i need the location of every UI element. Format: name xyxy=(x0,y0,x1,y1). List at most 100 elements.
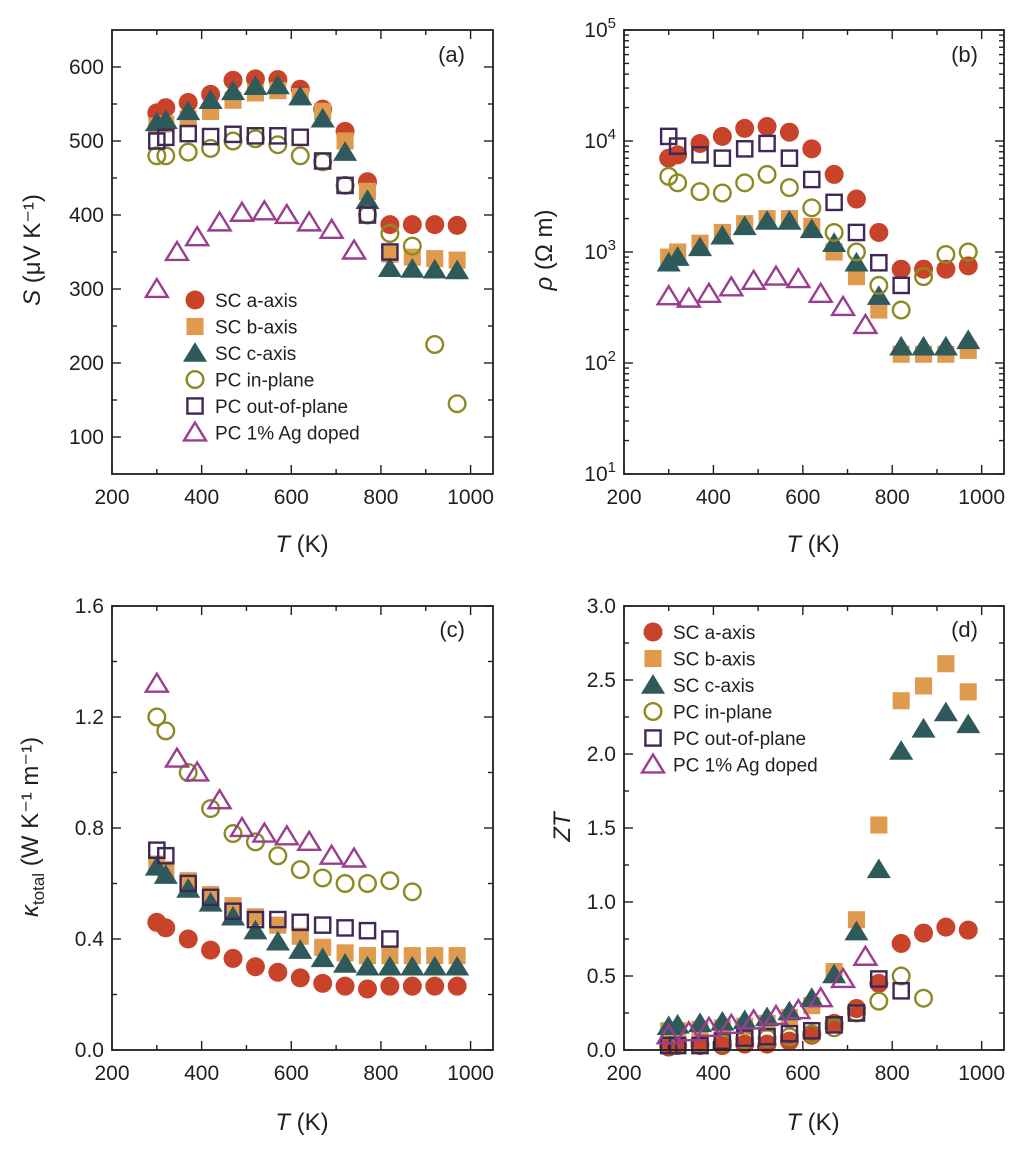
panel-c-point xyxy=(422,955,447,976)
panel-a-point xyxy=(445,259,470,280)
panel-c-point xyxy=(358,947,377,965)
panel-b-point xyxy=(936,259,956,279)
panel-b-point xyxy=(956,329,981,350)
panel-a-point xyxy=(296,210,323,232)
panel-b-point xyxy=(691,146,709,164)
panel-c-point xyxy=(291,913,310,932)
panel-c-point xyxy=(243,919,268,940)
panel-c-point xyxy=(156,918,176,938)
panel-a-legend-marker xyxy=(185,370,205,390)
panel-b-point xyxy=(889,335,914,356)
panel-c-point xyxy=(201,940,221,960)
panel-a-ytick-label: 500 xyxy=(69,130,104,153)
panel-d-point xyxy=(933,701,958,722)
panel-a-point xyxy=(357,205,377,225)
panel-c-xtick-label: 400 xyxy=(184,1062,219,1085)
panel-d-point xyxy=(846,999,866,1019)
panel-c-point xyxy=(224,897,242,915)
panel-d-point xyxy=(825,1016,843,1034)
panel-c-point xyxy=(228,815,256,838)
panel-b-point xyxy=(891,259,911,279)
panel-c-point xyxy=(156,721,176,741)
panel-d-ylabel: ZT xyxy=(549,810,576,843)
panel-d-legend-marker xyxy=(640,674,666,694)
panel-c-point xyxy=(381,930,399,948)
panel-c-point xyxy=(426,947,444,965)
panel-a-point xyxy=(422,258,447,279)
panel-d-legend-marker xyxy=(644,729,662,747)
panel-c-point xyxy=(377,955,402,976)
panel-a-point xyxy=(290,146,310,166)
panel-c-point xyxy=(221,905,246,926)
panel-b-point xyxy=(757,164,777,184)
panel-a-xtick-label: 200 xyxy=(94,486,129,509)
panel-b-xtick-label: 1000 xyxy=(958,486,1005,509)
panel-d-ytick-label: 3.0 xyxy=(587,595,616,618)
panel-c-xtick-label: 800 xyxy=(363,1062,398,1085)
panel-c-point xyxy=(223,824,243,844)
panel-c-point xyxy=(313,868,333,888)
panel-d-ytick-label: 0.0 xyxy=(587,1039,616,1062)
panel-a-point xyxy=(310,107,335,128)
panel-c-point xyxy=(318,843,345,865)
panel-c-point xyxy=(358,921,377,940)
panel-a-point xyxy=(143,276,170,299)
panel-b-point xyxy=(668,173,688,193)
panel-a-point xyxy=(148,132,166,150)
panel-a-point xyxy=(313,152,332,170)
panel-a-point xyxy=(156,128,175,147)
panel-a-ytick-label: 100 xyxy=(69,426,104,449)
panel-c-point xyxy=(206,787,233,810)
panel-b-xtick-label: 600 xyxy=(785,486,820,509)
panel-b-point xyxy=(779,178,799,198)
panel-a-point xyxy=(221,80,246,101)
panel-a-point xyxy=(201,127,220,146)
panel-d-point xyxy=(956,713,981,734)
panel-a-legend-marker xyxy=(185,290,205,310)
panel-a-series-4 xyxy=(148,124,399,261)
panel-b-ytick-label: 105 xyxy=(584,15,616,42)
panel-a-marks xyxy=(143,69,470,414)
panel-a-legend-label: PC out-of-plane xyxy=(215,397,348,418)
panel-c-point xyxy=(296,829,323,852)
panel-c-point xyxy=(148,841,166,859)
panel-c-point xyxy=(290,860,310,880)
panel-b-ytick-label: 102 xyxy=(584,348,616,375)
panel-a-xtick-label: 800 xyxy=(363,486,398,509)
panel-b-point xyxy=(665,246,690,266)
panel-d-point xyxy=(958,920,978,940)
panel-d-point xyxy=(866,858,891,879)
panel-a-ticks: 200 400 600 800 1000 100 200 300 400 500 600 xyxy=(69,30,494,509)
panel-b-point xyxy=(690,182,710,202)
panel-d-legend-label: PC out-of-plane xyxy=(673,729,806,750)
panel-d-legend-marker xyxy=(644,649,662,668)
panel-d-legend-label: SC b-axis xyxy=(673,650,755,671)
panel-a-point xyxy=(178,142,198,162)
panel-b-point xyxy=(958,242,978,262)
panel-a-point xyxy=(381,243,399,261)
panel-d-point xyxy=(735,1029,754,1047)
panel-c-point xyxy=(402,976,422,996)
panel-d-series-4 xyxy=(659,970,910,1055)
panel-a-point xyxy=(402,236,422,256)
panel-b-point xyxy=(846,189,866,209)
panel-b-point xyxy=(869,275,889,295)
panel-c-marks xyxy=(143,671,470,999)
panel-c-point xyxy=(445,955,470,976)
panel-a-legend-marker xyxy=(186,397,204,415)
panel-c-point xyxy=(313,916,332,934)
panel-c-point xyxy=(381,947,399,965)
panel-d-point xyxy=(740,1008,767,1030)
panel-a-point xyxy=(184,224,211,247)
panel-b-point xyxy=(802,139,822,159)
panel-a-point xyxy=(228,200,256,222)
panel-c-point xyxy=(357,874,377,894)
panel-b-point xyxy=(755,210,780,230)
panel-a-point xyxy=(224,125,242,144)
panel-d-point xyxy=(758,1027,776,1046)
panel-c-point xyxy=(290,968,310,988)
panel-a-xlabel: T (K) xyxy=(275,531,328,558)
panel-a-point xyxy=(251,199,278,221)
panel-b-point xyxy=(846,242,866,262)
